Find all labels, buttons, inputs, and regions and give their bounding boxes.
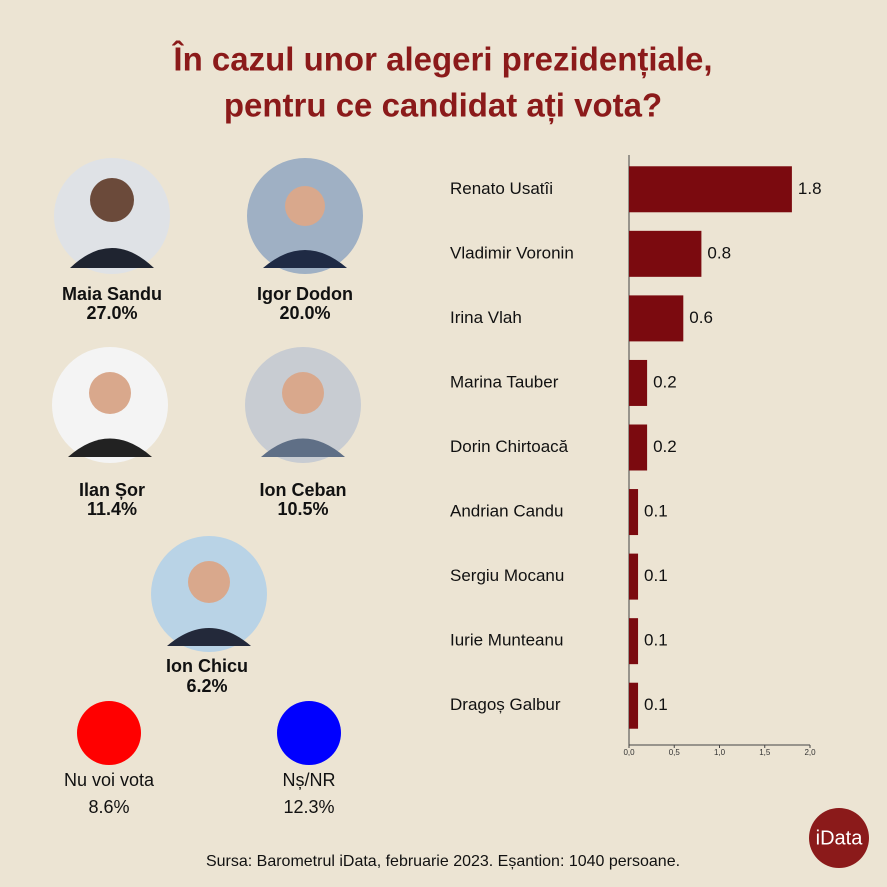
portrait (245, 347, 361, 463)
value-label: 0.6 (689, 308, 713, 327)
category-label: Andrian Candu (450, 502, 563, 521)
candidate-name: Ion Chicu (166, 656, 248, 676)
logo: iData (816, 827, 864, 849)
value-label: 1.8 (798, 179, 822, 198)
candidate-name: Ilan Șor (79, 480, 145, 500)
candidate-percent: 27.0% (86, 303, 137, 323)
portrait (52, 347, 168, 463)
x-tick-label: 0,0 (623, 748, 635, 757)
candidate-percent: 6.2% (186, 676, 227, 696)
value-label: 0.1 (644, 502, 668, 521)
option-name: Nu voi vota (64, 770, 155, 790)
candidate-percent: 20.0% (279, 303, 330, 323)
bar (629, 359, 648, 406)
bar (629, 230, 702, 277)
marker-circle (77, 701, 141, 765)
category-label: Marina Tauber (450, 372, 559, 391)
bar-chart: 0,0 0,5 1,0 1,5 2,0 Renato Usatîi 1.8 Vladimir … (450, 155, 822, 757)
category-label: Iurie Munteanu (450, 631, 563, 650)
category-label: Vladimir Voronin (450, 243, 574, 262)
source: Sursa: Barometrul iData, februarie 2023.… (206, 853, 680, 870)
bar (629, 553, 639, 600)
portrait (247, 158, 363, 274)
category-label: Sergiu Mocanu (450, 566, 564, 585)
bar (629, 682, 639, 729)
candidate-percent: 11.4% (87, 499, 137, 519)
candidate-name: Maia Sandu (62, 284, 162, 304)
x-tick-label: 2,0 (804, 748, 816, 757)
bar (629, 295, 684, 342)
category-label: Dorin Chirtoacă (450, 437, 569, 456)
marker-circle (277, 701, 341, 765)
bar (629, 618, 639, 665)
portraits (52, 158, 363, 765)
value-label: 0.1 (644, 566, 668, 585)
logo-circle (809, 808, 869, 868)
candidate-name: Igor Dodon (257, 284, 353, 304)
portrait (54, 158, 170, 274)
value-label: 0.2 (653, 437, 677, 456)
x-tick-label: 1,0 (714, 748, 726, 757)
value-label: 0.1 (644, 695, 668, 714)
title-line: pentru ce candidat ați vota? (224, 87, 662, 125)
bar (629, 166, 792, 213)
category-label: Irina Vlah (450, 308, 522, 327)
candidate-name: Ion Ceban (259, 480, 346, 500)
value-label: 0.1 (644, 631, 668, 650)
x-tick-label: 0,5 (669, 748, 681, 757)
portrait (151, 536, 267, 652)
x-tick-label: 1,5 (759, 748, 771, 757)
category-label: Renato Usatîi (450, 179, 553, 198)
option-percent: 8.6% (88, 797, 129, 817)
category-label: Dragoș Galbur (450, 695, 561, 714)
value-label: 0.2 (653, 372, 677, 391)
option-name: Nș/NR (283, 770, 336, 790)
title-line: În cazul unor alegeri prezidențiale, (171, 41, 712, 79)
bar (629, 489, 639, 536)
value-label: 0.8 (707, 243, 731, 262)
bar (629, 424, 648, 471)
candidate-percent: 10.5% (277, 499, 328, 519)
option-percent: 12.3% (283, 797, 334, 817)
